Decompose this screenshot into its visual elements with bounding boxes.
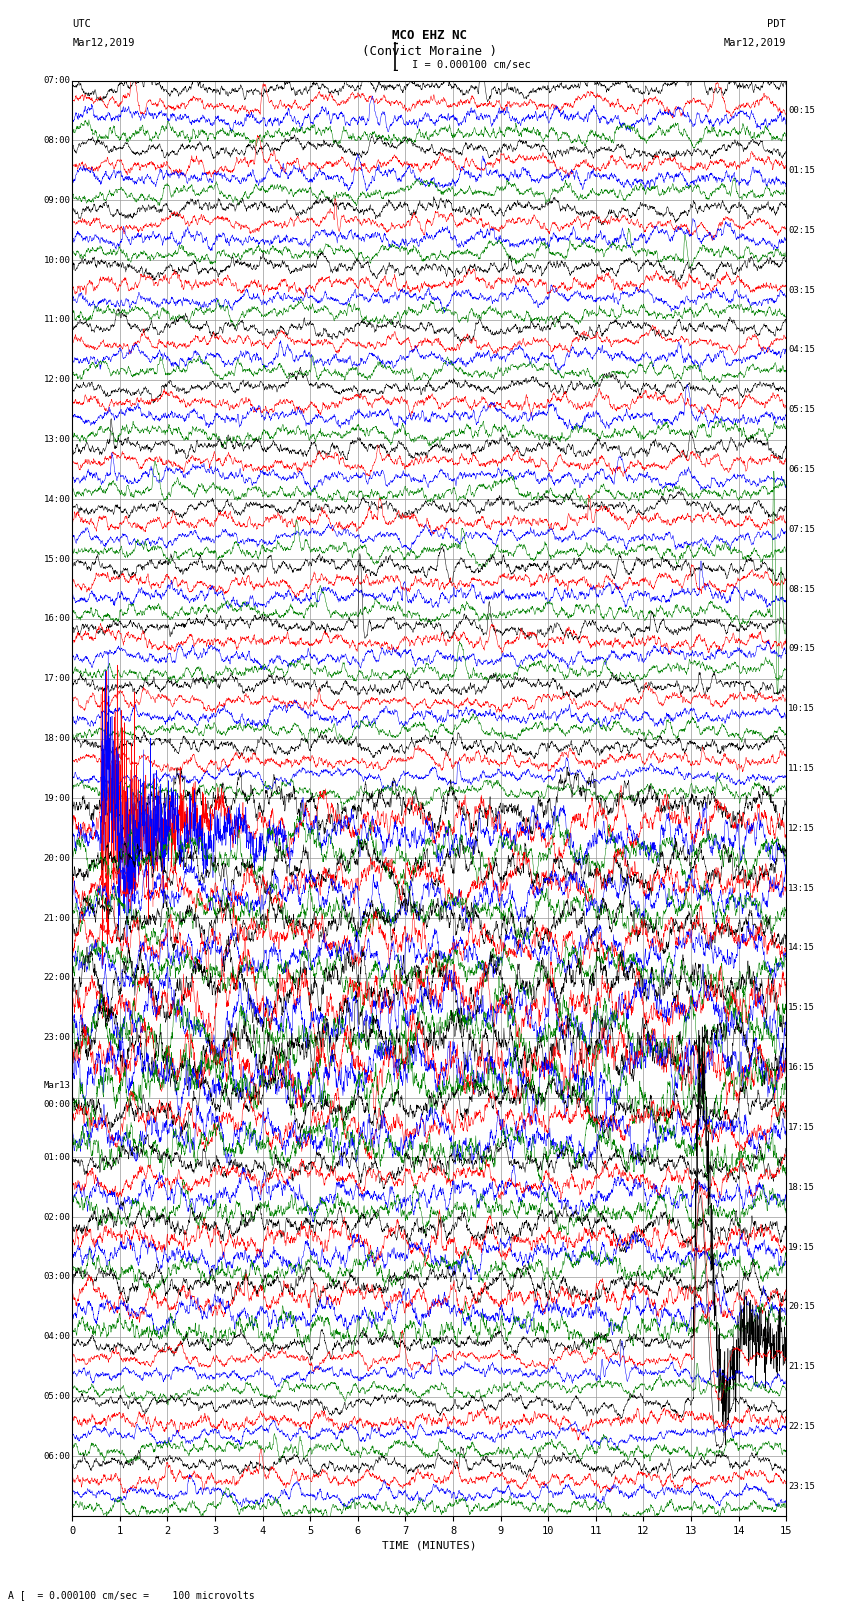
Text: 18:00: 18:00	[43, 734, 71, 744]
Text: Mar13: Mar13	[43, 1081, 71, 1090]
Text: 01:15: 01:15	[788, 166, 815, 174]
Text: PDT: PDT	[768, 19, 786, 29]
Text: 20:15: 20:15	[788, 1302, 815, 1311]
Text: 17:00: 17:00	[43, 674, 71, 684]
Text: 12:15: 12:15	[788, 824, 815, 832]
Text: 00:15: 00:15	[788, 106, 815, 115]
Text: 06:00: 06:00	[43, 1452, 71, 1461]
Text: 21:00: 21:00	[43, 913, 71, 923]
Text: 03:00: 03:00	[43, 1273, 71, 1281]
Text: 12:00: 12:00	[43, 376, 71, 384]
Text: 20:00: 20:00	[43, 853, 71, 863]
Text: 11:15: 11:15	[788, 765, 815, 773]
Text: 06:15: 06:15	[788, 465, 815, 474]
Text: 05:15: 05:15	[788, 405, 815, 415]
Text: (Convict Moraine ): (Convict Moraine )	[362, 45, 496, 58]
Text: 13:00: 13:00	[43, 436, 71, 444]
Text: 21:15: 21:15	[788, 1363, 815, 1371]
Text: 07:15: 07:15	[788, 524, 815, 534]
Text: 15:15: 15:15	[788, 1003, 815, 1013]
Text: A [  = 0.000100 cm/sec =    100 microvolts: A [ = 0.000100 cm/sec = 100 microvolts	[8, 1590, 255, 1600]
Text: 22:00: 22:00	[43, 973, 71, 982]
Text: Mar12,2019: Mar12,2019	[72, 39, 135, 48]
Text: 11:00: 11:00	[43, 316, 71, 324]
Text: 10:15: 10:15	[788, 705, 815, 713]
Text: 04:15: 04:15	[788, 345, 815, 355]
Text: 14:15: 14:15	[788, 944, 815, 952]
Text: 18:15: 18:15	[788, 1182, 815, 1192]
Text: 14:00: 14:00	[43, 495, 71, 503]
Text: UTC: UTC	[72, 19, 91, 29]
Text: 02:15: 02:15	[788, 226, 815, 234]
X-axis label: TIME (MINUTES): TIME (MINUTES)	[382, 1540, 477, 1550]
Text: 16:00: 16:00	[43, 615, 71, 624]
Text: 05:00: 05:00	[43, 1392, 71, 1402]
Text: 09:15: 09:15	[788, 645, 815, 653]
Text: 00:00: 00:00	[43, 1100, 71, 1108]
Text: 08:15: 08:15	[788, 584, 815, 594]
Text: 16:15: 16:15	[788, 1063, 815, 1073]
Text: Mar12,2019: Mar12,2019	[723, 39, 786, 48]
Text: 19:00: 19:00	[43, 794, 71, 803]
Text: 09:00: 09:00	[43, 195, 71, 205]
Text: 01:00: 01:00	[43, 1153, 71, 1161]
Text: 13:15: 13:15	[788, 884, 815, 892]
Text: 17:15: 17:15	[788, 1123, 815, 1132]
Text: 02:00: 02:00	[43, 1213, 71, 1221]
Text: 04:00: 04:00	[43, 1332, 71, 1342]
Text: 03:15: 03:15	[788, 286, 815, 295]
Text: 10:00: 10:00	[43, 255, 71, 265]
Text: MCO EHZ NC: MCO EHZ NC	[392, 29, 467, 42]
Text: 08:00: 08:00	[43, 135, 71, 145]
Text: 19:15: 19:15	[788, 1242, 815, 1252]
Text: 22:15: 22:15	[788, 1423, 815, 1431]
Text: 15:00: 15:00	[43, 555, 71, 563]
Text: 07:00: 07:00	[43, 76, 71, 85]
Text: 23:00: 23:00	[43, 1034, 71, 1042]
Text: I = 0.000100 cm/sec: I = 0.000100 cm/sec	[412, 60, 531, 69]
Text: 23:15: 23:15	[788, 1482, 815, 1490]
